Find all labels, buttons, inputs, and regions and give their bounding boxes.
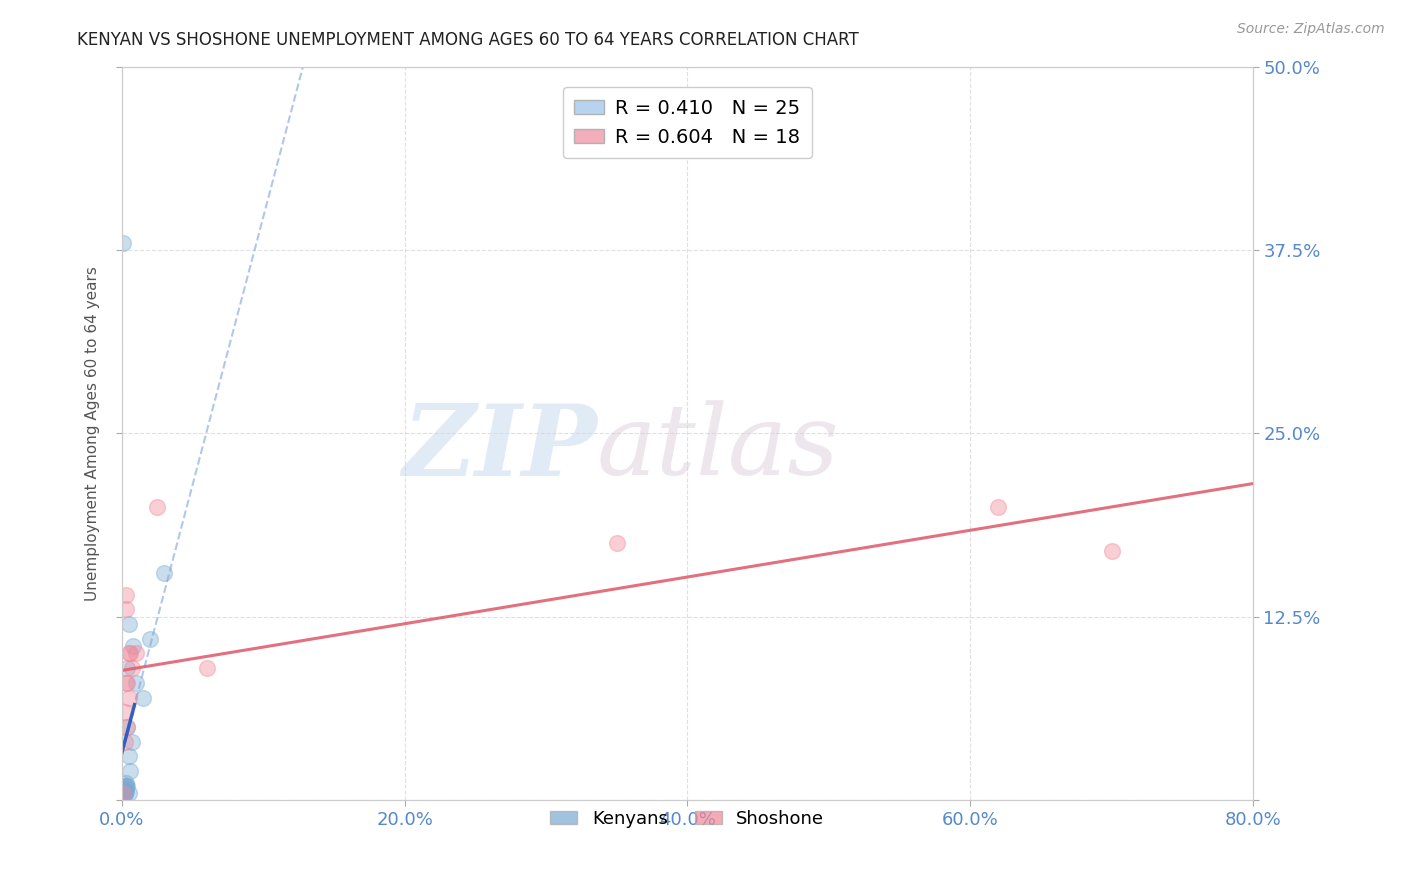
Point	[112, 786, 135, 800]
Point	[121, 661, 143, 675]
Point	[117, 779, 139, 793]
Point	[114, 788, 136, 802]
Point	[132, 690, 155, 705]
Point	[120, 647, 142, 661]
Text: ZIP: ZIP	[402, 400, 598, 496]
Point	[606, 536, 628, 550]
Point	[112, 789, 135, 803]
Point	[120, 764, 142, 778]
Point	[1101, 543, 1123, 558]
Point	[115, 602, 138, 616]
Point	[115, 779, 138, 793]
Point	[115, 784, 138, 798]
Point	[121, 734, 143, 748]
Point	[118, 749, 141, 764]
Point	[146, 500, 169, 514]
Point	[114, 779, 136, 793]
Point	[114, 734, 136, 748]
Point	[987, 500, 1010, 514]
Point	[122, 639, 145, 653]
Point	[117, 720, 139, 734]
Point	[114, 783, 136, 797]
Y-axis label: Unemployment Among Ages 60 to 64 years: Unemployment Among Ages 60 to 64 years	[86, 266, 100, 601]
Point	[112, 235, 135, 250]
Point	[153, 566, 176, 580]
Point	[117, 676, 139, 690]
Point	[195, 661, 218, 675]
Text: Source: ZipAtlas.com: Source: ZipAtlas.com	[1237, 22, 1385, 37]
Point	[118, 786, 141, 800]
Point	[125, 647, 148, 661]
Point	[118, 690, 141, 705]
Point	[118, 617, 141, 632]
Point	[139, 632, 162, 646]
Point	[112, 786, 135, 800]
Text: atlas: atlas	[598, 401, 839, 496]
Point	[117, 661, 139, 675]
Point	[112, 781, 135, 796]
Point	[117, 720, 139, 734]
Point	[114, 705, 136, 719]
Point	[115, 588, 138, 602]
Point	[115, 781, 138, 796]
Point	[125, 676, 148, 690]
Text: KENYAN VS SHOSHONE UNEMPLOYMENT AMONG AGES 60 TO 64 YEARS CORRELATION CHART: KENYAN VS SHOSHONE UNEMPLOYMENT AMONG AG…	[77, 31, 859, 49]
Point	[118, 647, 141, 661]
Point	[114, 786, 136, 800]
Legend: Kenyans, Shoshone: Kenyans, Shoshone	[543, 803, 831, 835]
Point	[115, 676, 138, 690]
Point	[115, 775, 138, 789]
